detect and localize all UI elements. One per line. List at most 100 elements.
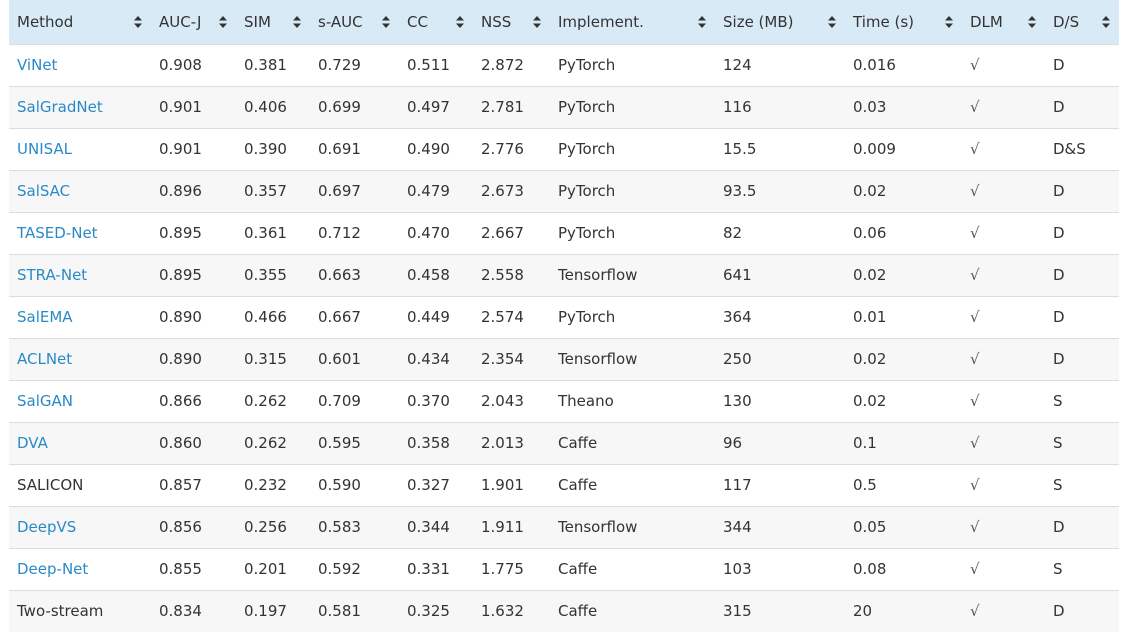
results-table: Method AUC-J SIM s-AUC CC NSS Implement. Size (… (9, 0, 1119, 632)
cell-sim: 0.262 (236, 421, 310, 464)
cell-time: 0.016 (845, 43, 962, 86)
method-link[interactable]: ACLNet (17, 350, 73, 368)
cell-sim: 0.197 (236, 589, 310, 632)
cell-size: 117 (715, 463, 845, 506)
cell-sauc: 0.590 (310, 463, 399, 506)
cell-sim: 0.201 (236, 547, 310, 590)
cell-ds: D (1045, 85, 1119, 128)
column-header-label: Method (17, 12, 74, 31)
cell-value: 250 (723, 350, 752, 368)
sort-updown-icon[interactable] (944, 15, 954, 29)
cell-value: D (1053, 182, 1065, 200)
cell-value: 0.490 (407, 140, 450, 158)
cell-sim: 0.357 (236, 169, 310, 212)
sort-updown-icon[interactable] (381, 15, 391, 29)
cell-aucj: 0.866 (151, 379, 236, 422)
sort-updown-icon[interactable] (1101, 15, 1111, 29)
cell-value: 103 (723, 560, 752, 578)
sort-updown-icon[interactable] (218, 15, 228, 29)
cell-time: 0.02 (845, 169, 962, 212)
cell-value: 0.583 (318, 518, 361, 536)
cell-value: 0.667 (318, 308, 361, 326)
cell-value: 0.02 (853, 266, 887, 284)
method-link[interactable]: SalGAN (17, 392, 73, 410)
cell-cc: 0.331 (399, 547, 473, 590)
check-mark: √ (970, 434, 980, 452)
check-mark: √ (970, 182, 980, 200)
cell-sauc: 0.583 (310, 505, 399, 548)
cell-value: 2.667 (481, 224, 524, 242)
cell-aucj: 0.901 (151, 85, 236, 128)
cell-size: 103 (715, 547, 845, 590)
column-header-label: s-AUC (318, 12, 363, 31)
cell-aucj: 0.855 (151, 547, 236, 590)
horizontal-scrollbar[interactable] (908, 0, 1116, 2)
sort-updown-icon[interactable] (133, 15, 143, 29)
column-header-dlm[interactable]: DLM (962, 0, 1045, 44)
cell-nss: 1.901 (473, 463, 550, 506)
cell-value: D&S (1053, 140, 1086, 158)
cell-time: 0.08 (845, 547, 962, 590)
cell-cc: 0.327 (399, 463, 473, 506)
column-header-label: Implement. (558, 12, 644, 31)
sort-updown-icon[interactable] (697, 15, 707, 29)
cell-size: 96 (715, 421, 845, 464)
cell-value: 0.855 (159, 560, 202, 578)
method-link[interactable]: STRA-Net (17, 266, 88, 284)
column-header-cc[interactable]: CC (399, 0, 473, 44)
cell-value: D (1053, 56, 1065, 74)
cell-value: 0.581 (318, 602, 361, 621)
column-header-ds[interactable]: D/S (1045, 0, 1119, 44)
cell-dlm: √ (962, 85, 1045, 128)
method-link[interactable]: TASED-Net (17, 224, 98, 242)
sort-updown-icon[interactable] (827, 15, 837, 29)
sort-updown-icon[interactable] (292, 15, 302, 29)
cell-sauc: 0.697 (310, 169, 399, 212)
column-header-sauc[interactable]: s-AUC (310, 0, 399, 44)
method-name: Two-stream (17, 602, 104, 621)
method-link[interactable]: DVA (17, 434, 48, 452)
table-row: SALICON 0.857 0.232 0.590 0.327 1.901 Caffe 117… (9, 463, 1119, 506)
sort-updown-icon[interactable] (455, 15, 465, 29)
cell-value: 0.901 (159, 98, 202, 116)
method-link[interactable]: SalEMA (17, 308, 73, 326)
cell-impl: Caffe (550, 463, 715, 506)
column-header-sim[interactable]: SIM (236, 0, 310, 44)
column-header-impl[interactable]: Implement. (550, 0, 715, 44)
cell-time: 0.05 (845, 505, 962, 548)
table-row: SalSAC 0.896 0.357 0.697 0.479 2.673 PyTorch 93… (9, 169, 1119, 212)
cell-value: 0.466 (244, 308, 287, 326)
cell-value: Caffe (558, 560, 598, 578)
column-header-time[interactable]: Time (s) (845, 0, 962, 44)
method-link[interactable]: SalGradNet (17, 98, 103, 116)
check-mark: √ (970, 518, 980, 536)
cell-value: 0.02 (853, 182, 887, 200)
cell-impl: Caffe (550, 589, 715, 632)
cell-cc: 0.470 (399, 211, 473, 254)
method-link[interactable]: ViNet (17, 56, 58, 74)
cell-value: 2.354 (481, 350, 524, 368)
cell-value: 0.434 (407, 350, 450, 368)
cell-value: 0.406 (244, 98, 287, 116)
cell-dlm: √ (962, 463, 1045, 506)
column-header-nss[interactable]: NSS (473, 0, 550, 44)
method-link[interactable]: DeepVS (17, 518, 77, 536)
method-link[interactable]: Deep-Net (17, 560, 89, 578)
column-header-aucj[interactable]: AUC-J (151, 0, 236, 44)
cell-aucj: 0.890 (151, 295, 236, 338)
cell-sim: 0.256 (236, 505, 310, 548)
cell-method: SalGAN (9, 379, 151, 422)
method-link[interactable]: SalSAC (17, 182, 71, 200)
method-link[interactable]: UNISAL (17, 140, 73, 158)
column-header-size[interactable]: Size (MB) (715, 0, 845, 44)
cell-ds: S (1045, 379, 1119, 422)
column-header-method[interactable]: Method (9, 0, 151, 44)
sort-updown-icon[interactable] (532, 15, 542, 29)
cell-value: 0.325 (407, 602, 450, 621)
cell-value: Tensorflow (558, 518, 638, 536)
cell-value: 0.361 (244, 224, 287, 242)
sort-updown-icon[interactable] (1027, 15, 1037, 29)
cell-value: S (1053, 392, 1063, 410)
cell-value: 0.05 (853, 518, 887, 536)
cell-ds: S (1045, 547, 1119, 590)
